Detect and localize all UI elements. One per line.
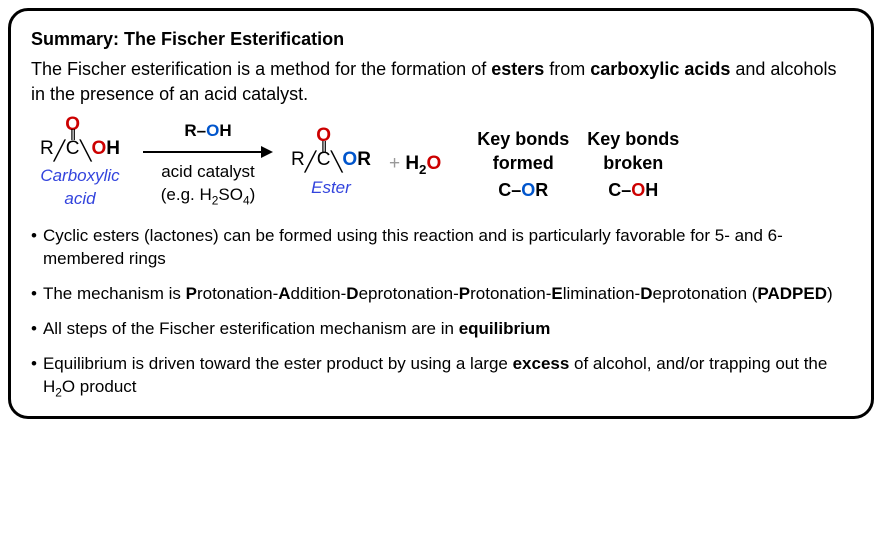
bullet-3-text: All steps of the Fischer esterification … xyxy=(43,318,550,341)
reaction-arrow xyxy=(143,145,273,159)
reagent: R–OH xyxy=(143,120,273,143)
kf-title2: formed xyxy=(477,151,569,175)
kb-H: H xyxy=(645,180,658,200)
catalyst-label: acid catalyst xyxy=(143,161,273,184)
b2-end: ) xyxy=(827,284,833,303)
bullet-1-text: Cyclic esters (lactones) can be formed u… xyxy=(43,225,851,271)
R-group: R xyxy=(291,149,305,170)
intro-p3: from xyxy=(544,59,590,79)
carbonyl: O‖C xyxy=(316,129,331,166)
bullet-3: • All steps of the Fischer esterificatio… xyxy=(31,318,851,341)
bond: ╲ xyxy=(331,150,342,176)
intro-text: The Fischer esterification is a method f… xyxy=(31,57,851,106)
bullet-1: • Cyclic esters (lactones) can be formed… xyxy=(31,225,851,271)
summary-title: Summary: The Fischer Esterification xyxy=(31,27,851,51)
ester-structure: R╱O‖C╲OR Ester xyxy=(291,129,371,199)
ester-R: R xyxy=(357,149,371,170)
kf-bond: C–OR xyxy=(477,178,569,202)
b2-w3: eprotonation- xyxy=(359,284,459,303)
carbonyl-C: C xyxy=(317,149,331,170)
kb-C: C– xyxy=(608,180,631,200)
b4-p2: excess xyxy=(513,354,570,373)
reaction-scheme: R╱O‖C╲OH Carboxylic acid R–OH acid catal… xyxy=(31,118,851,211)
b2-L2: A xyxy=(278,284,290,303)
byproduct: + H2O xyxy=(389,151,441,179)
bullet-4: • Equilibrium is driven toward the ester… xyxy=(31,353,851,400)
b4-p1: Equilibrium is driven toward the ester p… xyxy=(43,354,513,373)
b4-sub: 2 xyxy=(55,385,62,399)
b3-p1: All steps of the Fischer esterification … xyxy=(43,319,459,338)
reagent-H: H xyxy=(219,121,231,140)
key-bonds-formed: Key bonds formed C–OR xyxy=(477,127,569,202)
eg-sub2: 4 xyxy=(243,194,250,208)
b2-L1: P xyxy=(186,284,197,303)
b2-L5: E xyxy=(551,284,562,303)
intro-p2: esters xyxy=(491,59,544,79)
water-H: H xyxy=(405,153,419,174)
ester-label: Ester xyxy=(291,177,371,200)
eg-1: (e.g. H xyxy=(161,185,212,204)
b2-L6: D xyxy=(640,284,652,303)
bullet-dot: • xyxy=(31,353,37,400)
carbonyl-C: C xyxy=(66,138,80,159)
bond: ╲ xyxy=(80,139,91,165)
kf-O: O xyxy=(521,180,535,200)
hydroxyl-H: H xyxy=(106,138,120,159)
catalyst-example: (e.g. H2SO4) xyxy=(143,184,273,208)
kf-title1: Key bonds xyxy=(477,127,569,151)
b3-p2: equilibrium xyxy=(459,319,551,338)
bond: ╱ xyxy=(54,139,65,165)
kb-title1: Key bonds xyxy=(587,127,679,151)
reagent-O: O xyxy=(206,121,219,140)
bullet-dot: • xyxy=(31,318,37,341)
bullet-dot: • xyxy=(31,225,37,271)
bond: ╱ xyxy=(305,150,316,176)
kf-R: R xyxy=(535,180,548,200)
bullet-2-text: The mechanism is Protonation-Addition-De… xyxy=(43,283,833,306)
b2-acr: PADPED xyxy=(757,284,827,303)
b2-w1: rotonation- xyxy=(197,284,278,303)
bullet-2: • The mechanism is Protonation-Addition-… xyxy=(31,283,851,306)
intro-p1: The Fischer esterification is a method f… xyxy=(31,59,491,79)
b2-w2: ddition- xyxy=(291,284,347,303)
reagent-R: R– xyxy=(184,121,206,140)
kb-O: O xyxy=(631,180,645,200)
bullet-dot: • xyxy=(31,283,37,306)
b2-w4: rotonation- xyxy=(470,284,551,303)
plus-sign: + xyxy=(389,153,405,174)
b2-w6: eprotonation ( xyxy=(653,284,758,303)
kb-bond: C–OH xyxy=(587,178,679,202)
bullet-list: • Cyclic esters (lactones) can be formed… xyxy=(31,225,851,400)
carboxylic-label-text: Carboxylic acid xyxy=(35,165,125,211)
carboxylic-label: Carboxylic acid xyxy=(35,165,125,211)
b2-w5: limination- xyxy=(563,284,640,303)
bullet-4-text: Equilibrium is driven toward the ester p… xyxy=(43,353,851,400)
reaction-arrow-block: R–OH acid catalyst (e.g. H2SO4) xyxy=(143,120,273,208)
ester-O: O xyxy=(342,149,357,170)
eg-3: ) xyxy=(250,185,256,204)
hydroxyl-O: O xyxy=(91,138,106,159)
b4-p4: O product xyxy=(62,377,137,396)
kf-C: C– xyxy=(498,180,521,200)
b2-p1: The mechanism is xyxy=(43,284,186,303)
carboxylic-acid-structure: R╱O‖C╲OH Carboxylic acid xyxy=(35,118,125,211)
b2-L3: D xyxy=(346,284,358,303)
kb-title2: broken xyxy=(587,151,679,175)
eg-2: SO xyxy=(218,185,243,204)
water-O: O xyxy=(426,153,441,174)
summary-frame: Summary: The Fischer Esterification The … xyxy=(8,8,874,419)
b2-L4: P xyxy=(459,284,470,303)
intro-p4: carboxylic acids xyxy=(590,59,730,79)
R-group: R xyxy=(40,138,54,159)
key-bonds-broken: Key bonds broken C–OH xyxy=(587,127,679,202)
carbonyl: O‖C xyxy=(65,118,80,155)
